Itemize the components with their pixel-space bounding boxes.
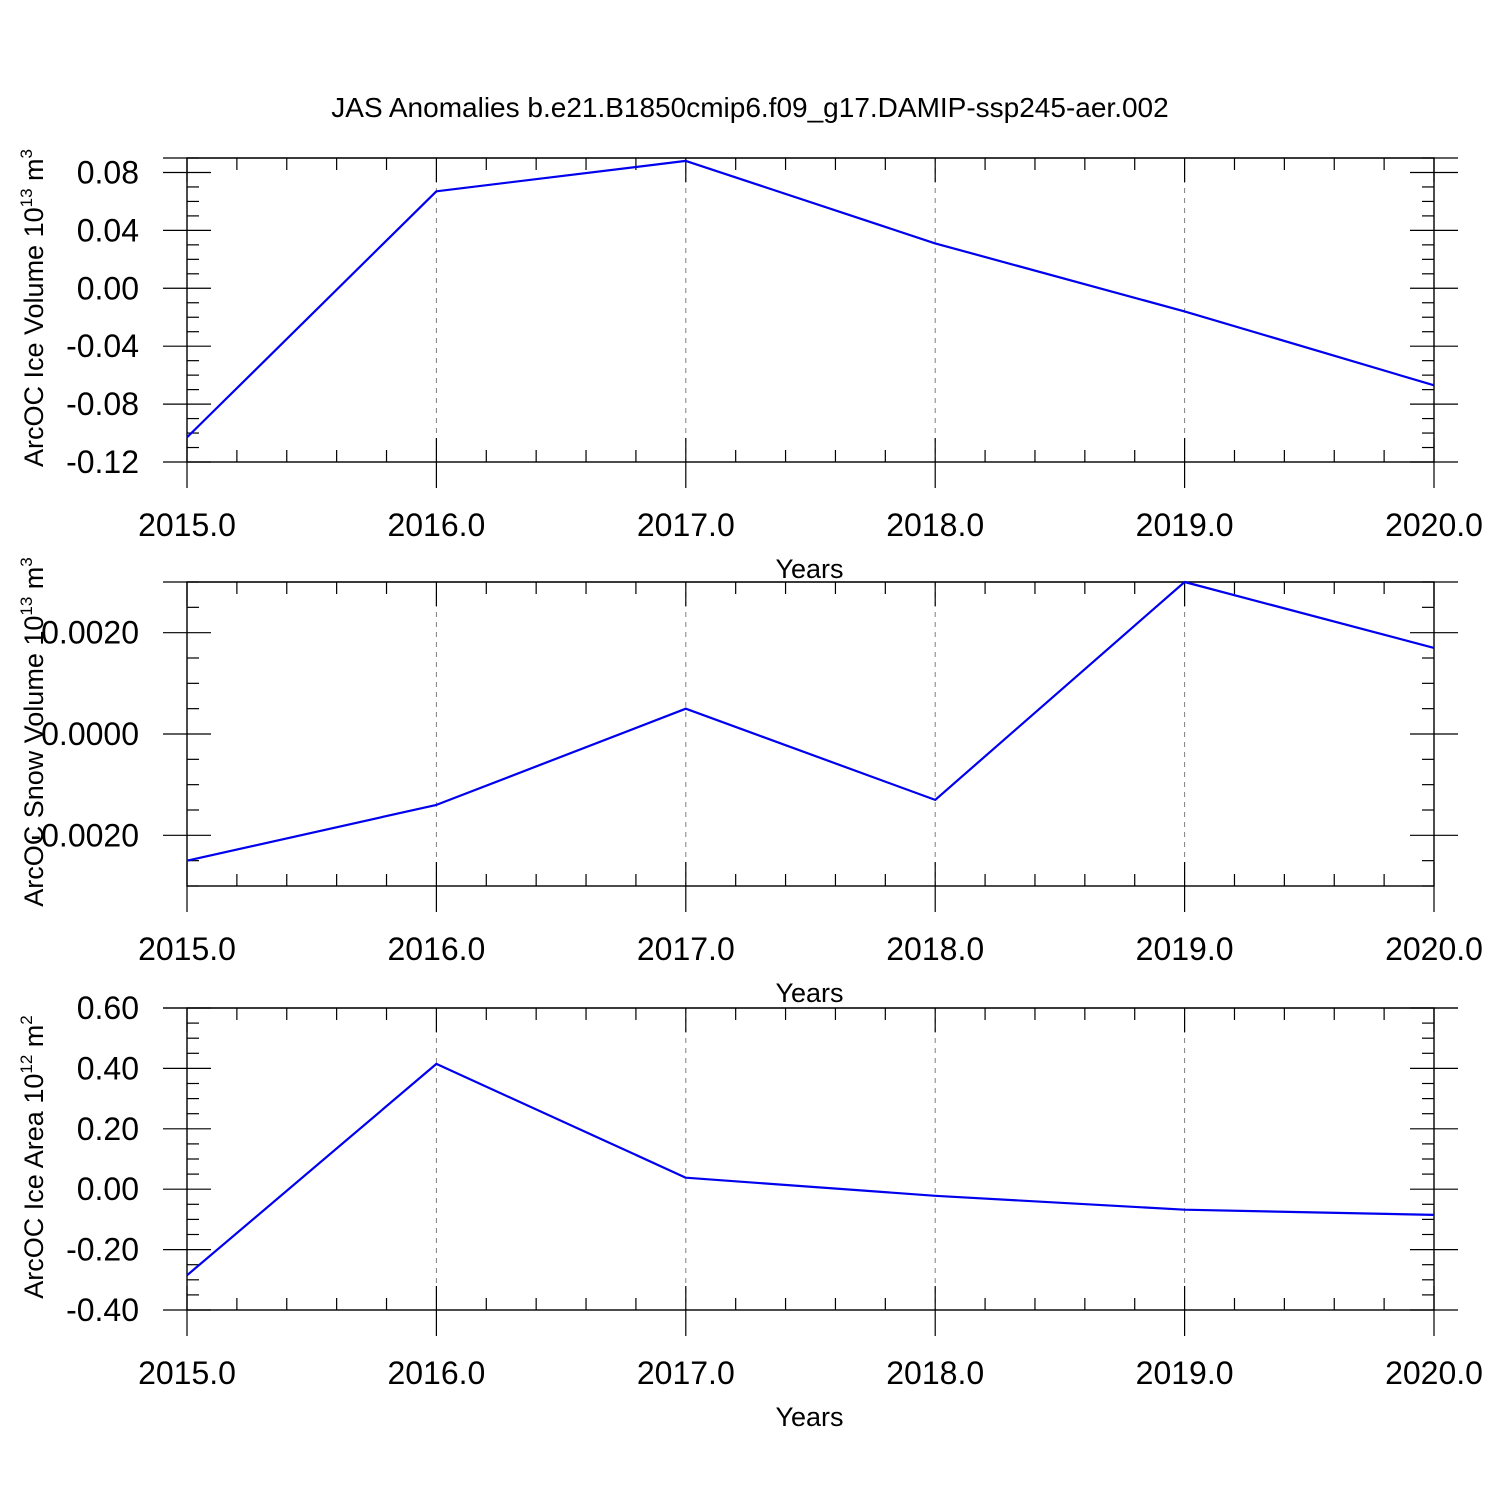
x-tick-label: 2019.0	[1136, 507, 1234, 543]
panel-1: 2015.0 2016.0 2017.0 2018.0 2019.0 2020.0 -0.1…	[17, 149, 1483, 584]
x-axis-label: Years	[775, 1402, 843, 1432]
y-tick-label: 0.00	[77, 270, 139, 306]
x-tick-label: 2018.0	[886, 507, 984, 543]
y-tick-label: 0.04	[77, 212, 139, 248]
series-line-1	[186, 580, 1435, 862]
y-tick-label: 0.08	[77, 154, 139, 190]
panel-2: 2015.0 2016.0 2017.0 2018.0 2019.0 2020.0 -0.0…	[17, 557, 1483, 1008]
y-tick-label: -0.08	[66, 386, 139, 422]
x-tick-label: 2016.0	[387, 1355, 485, 1391]
x-tick-label: 2018.0	[886, 1355, 984, 1391]
y-tick-label: 0.60	[77, 990, 139, 1026]
x-axis-label: Years	[775, 554, 843, 584]
x-tick-label: 2017.0	[637, 1355, 735, 1391]
y-tick-label: -0.04	[66, 328, 139, 364]
panels: 2015.0 2016.0 2017.0 2018.0 2019.0 2020.0 -0.1…	[17, 149, 1483, 1432]
x-tick-label: 2016.0	[387, 931, 485, 967]
x-tick-label: 2017.0	[637, 931, 735, 967]
x-tick-label: 2017.0	[637, 507, 735, 543]
x-tick-label: 2020.0	[1385, 1355, 1483, 1391]
y-tick-label: -0.0020	[30, 817, 139, 853]
y-tick-label: 0.20	[77, 1111, 139, 1147]
y-tick-label: 0.40	[77, 1050, 139, 1086]
x-axis-label: Years	[775, 978, 843, 1008]
y-tick-label: -0.12	[66, 444, 139, 480]
y-tick-label: -0.40	[66, 1292, 139, 1328]
series-line-1	[186, 159, 1435, 439]
y-axis-label: ArcOC Snow Volume 1013 m3	[17, 557, 49, 907]
x-tick-label: 2018.0	[886, 931, 984, 967]
y-axis-label: ArcOC Ice Area 1012 m2	[17, 1015, 49, 1299]
x-tick-label: 2019.0	[1136, 931, 1234, 967]
x-tick-label: 2020.0	[1385, 507, 1483, 543]
y-tick-label: -0.20	[66, 1232, 139, 1268]
x-tick-label: 2015.0	[138, 507, 236, 543]
plot-frame	[186, 157, 1435, 463]
y-tick-label: 0.00	[77, 1171, 139, 1207]
plot-frame	[186, 581, 1435, 887]
x-tick-label: 2019.0	[1136, 1355, 1234, 1391]
y-axis-label: ArcOC Ice Volume 1013 m3	[17, 149, 49, 467]
plot-frame	[186, 1007, 1435, 1311]
x-tick-label: 2016.0	[387, 507, 485, 543]
x-tick-label: 2015.0	[138, 1355, 236, 1391]
y-tick-label: 0.0020	[41, 615, 139, 651]
main-title: JAS Anomalies b.e21.B1850cmip6.f09_g17.D…	[331, 92, 1168, 123]
x-tick-label: 2015.0	[138, 931, 236, 967]
panel-3: 2015.0 2016.0 2017.0 2018.0 2019.0 2020.0 -0.4…	[17, 990, 1483, 1432]
x-tick-label: 2020.0	[1385, 931, 1483, 967]
series-line-1	[186, 1062, 1435, 1277]
y-tick-label: 0.0000	[41, 716, 139, 752]
